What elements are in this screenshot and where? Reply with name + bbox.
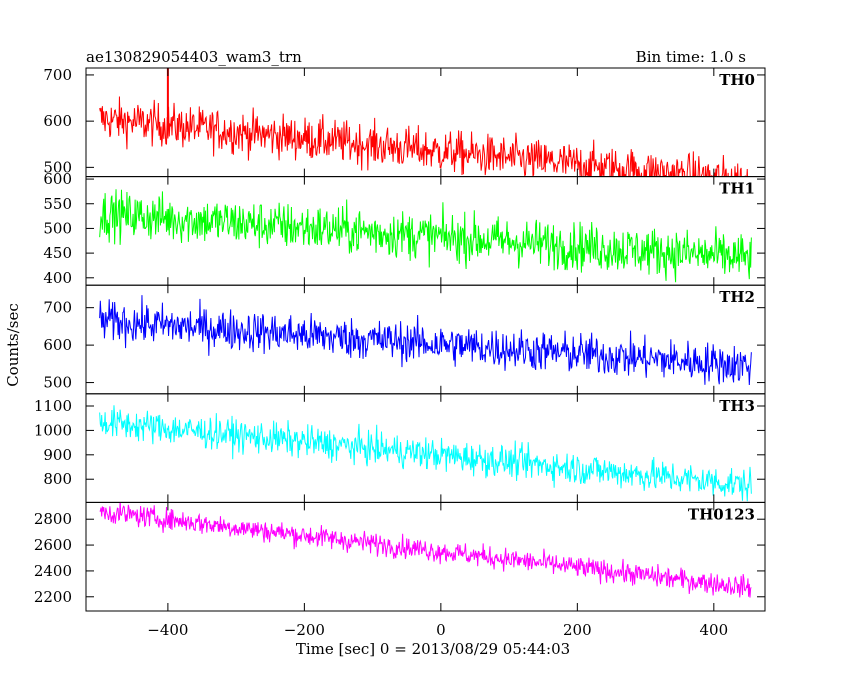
series-line-th2: [99, 295, 752, 386]
series-line-th3: [99, 405, 752, 502]
panel-frame: [85, 501, 766, 612]
y-tick-label: 2200: [34, 588, 72, 606]
y-tick-label: 600: [43, 336, 72, 354]
x-axis-label: Time [sec] 0 = 2013/08/29 05:44:03: [296, 640, 570, 658]
y-tick-label: 500: [43, 374, 72, 392]
y-tick-label: 500: [43, 158, 72, 176]
panel-label-th2: TH2: [719, 288, 755, 306]
bin-time-label: Bin time: 1.0 s: [636, 48, 746, 66]
y-tick-label: 900: [43, 446, 72, 464]
y-tick-label: 2400: [34, 562, 72, 580]
series-line-th0: [99, 96, 749, 177]
panel-label-th3: TH3: [719, 397, 755, 415]
chart-title: ae130829054403_wam3_trn: [86, 48, 302, 66]
x-tick-label: −400: [147, 621, 188, 639]
y-axis-label: Counts/sec: [4, 303, 22, 387]
y-tick-label: 450: [43, 244, 72, 262]
x-tick-label: 400: [699, 621, 728, 639]
y-tick-label: 700: [43, 299, 72, 317]
x-tick-label: 0: [436, 621, 446, 639]
y-tick-label: 1100: [34, 397, 72, 415]
y-tick-label: 1000: [34, 421, 72, 439]
y-tick-label: 800: [43, 470, 72, 488]
x-tick-label: 200: [563, 621, 592, 639]
y-tick-label: 550: [43, 195, 72, 213]
y-tick-label: 2600: [34, 536, 72, 554]
series-line-th1: [99, 189, 752, 283]
panel-frame: [85, 284, 766, 395]
y-tick-label: 600: [43, 112, 72, 130]
panel-label-th1: TH1: [719, 180, 755, 198]
series-line-th0123: [99, 502, 752, 598]
y-tick-label: 500: [43, 219, 72, 237]
y-tick-label: 2800: [34, 510, 72, 528]
y-tick-label: 700: [43, 66, 72, 84]
y-tick-label: 600: [43, 170, 72, 188]
panel-label-th0: TH0: [719, 71, 755, 89]
y-tick-label: 400: [43, 269, 72, 287]
panel-label-th0123: TH0123: [688, 505, 755, 523]
x-tick-label: −200: [284, 621, 325, 639]
